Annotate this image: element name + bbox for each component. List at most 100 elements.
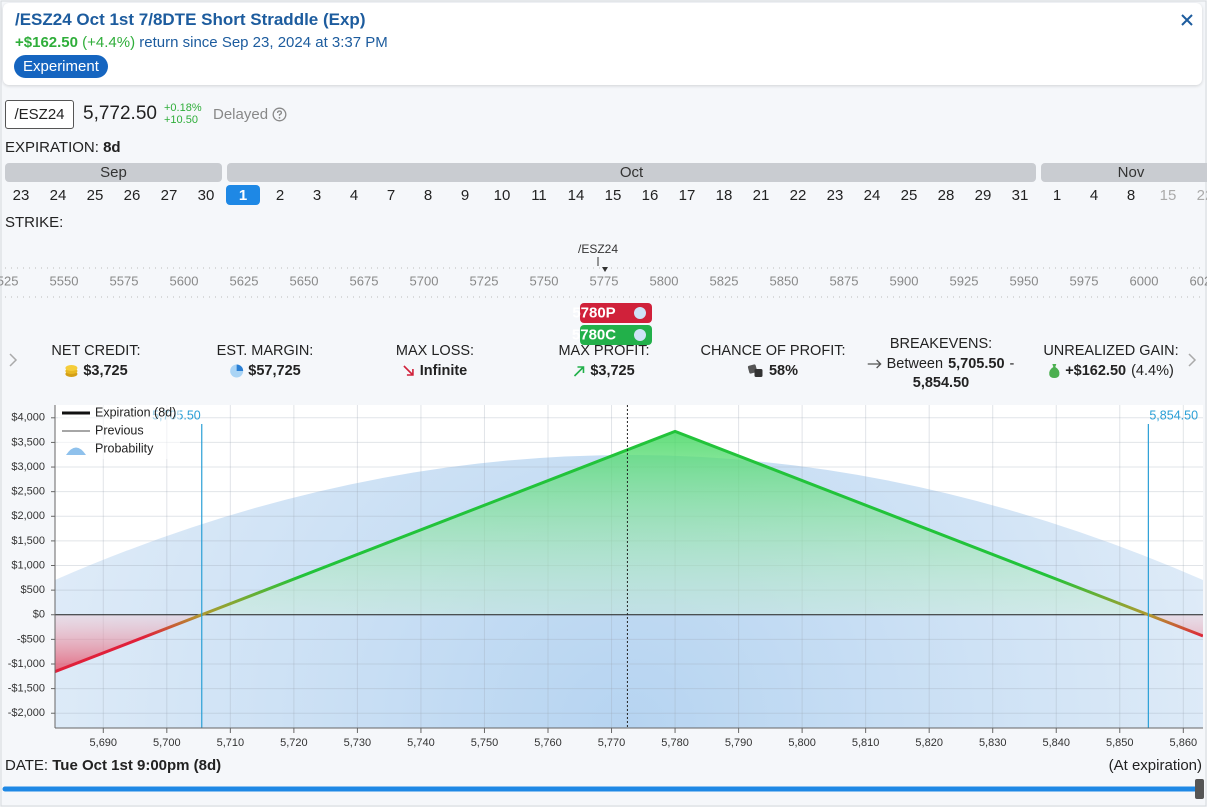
close-button[interactable] [1181, 14, 1193, 26]
stat-label: EST. MARGIN: [216, 343, 314, 359]
x-tick-label: 5,780 [661, 737, 689, 749]
day[interactable]: 11 [531, 187, 547, 204]
stat-value: $3,725 [590, 362, 635, 379]
date-note: (At expiration) [1108, 757, 1202, 774]
coin-icon [65, 364, 78, 377]
day[interactable]: 14 [568, 187, 585, 204]
day[interactable]: 22 [1197, 187, 1207, 204]
scroll-left[interactable] [9, 353, 18, 367]
day[interactable]: 8 [424, 187, 432, 204]
day[interactable]: 9 [461, 187, 469, 204]
day[interactable]: 26 [124, 187, 141, 204]
stat: UNREALIZED GAIN: +$162.50 (4.4%) [1043, 343, 1178, 380]
y-tick-label: -$1,500 [8, 683, 45, 695]
day[interactable]: 8 [1127, 187, 1135, 204]
breakeven-low: 5,705.50 [948, 355, 1005, 372]
strike-label: 5875 [830, 273, 859, 288]
day[interactable]: 31 [1012, 187, 1029, 204]
stat-value: $3,725 [83, 362, 128, 379]
day[interactable]: 18 [716, 187, 733, 204]
day[interactable]: 21 [753, 187, 770, 204]
x-tick-label: 5,720 [280, 737, 308, 749]
change: +0.18% +10.50 [164, 102, 202, 126]
day[interactable]: 28 [938, 187, 955, 204]
delayed-text: Delayed [213, 106, 269, 123]
day[interactable]: 4 [350, 187, 358, 204]
selected-day[interactable] [226, 185, 260, 205]
day[interactable]: 3 [313, 187, 321, 204]
date-label: DATE: [5, 757, 49, 774]
legend-label: Expiration (8d) [95, 405, 176, 419]
scroll-right[interactable] [1188, 353, 1197, 367]
delayed: Delayed [213, 106, 287, 123]
leg-dollar-icon [634, 329, 646, 341]
pnl-area [55, 431, 1203, 672]
expiration-value: 8d [103, 139, 121, 156]
day[interactable]: 10 [494, 187, 511, 204]
month-label: Oct [620, 164, 644, 181]
day[interactable]: 4 [1090, 187, 1098, 204]
leg-badge[interactable] [580, 303, 652, 323]
leg-label: 5780P [572, 304, 615, 321]
x-tick-label: 5,750 [471, 737, 499, 749]
date-value: Tue Oct 1st 9:00pm (8d) [52, 757, 222, 774]
symbol-input[interactable]: /ESZ24 [5, 100, 74, 129]
day[interactable]: 25 [901, 187, 918, 204]
y-tick-label: $4,000 [11, 412, 45, 424]
money-bag-icon [1049, 364, 1060, 378]
stat: MAX PROFIT: $3,725 [558, 343, 649, 380]
y-tick-label: $1,000 [11, 559, 45, 571]
stat-value: $57,725 [248, 362, 301, 379]
strike-label: 5600 [170, 273, 199, 288]
stat: NET CREDIT: $3,725 [51, 343, 140, 380]
day[interactable]: 7 [387, 187, 395, 204]
day[interactable]: 27 [161, 187, 178, 204]
tag[interactable]: Experiment [14, 55, 108, 78]
x-tick-label: 5,810 [852, 737, 880, 749]
day[interactable]: 16 [642, 187, 659, 204]
x-tick-label: 5,850 [1106, 737, 1134, 749]
day[interactable]: 17 [679, 187, 696, 204]
x-tick-label: 5,860 [1170, 737, 1198, 749]
help-icon[interactable] [272, 107, 287, 122]
month-bar [1041, 163, 1207, 182]
day[interactable]: 23 [827, 187, 844, 204]
plot [55, 405, 1203, 728]
date-slider-handle[interactable] [1195, 779, 1204, 799]
day[interactable]: 25 [87, 187, 104, 204]
down-arrow [403, 364, 414, 376]
day[interactable]: 15 [1160, 187, 1177, 204]
expiration-label: EXPIRATION: [5, 139, 99, 156]
strike-label: 5675 [350, 273, 379, 288]
day[interactable]: 1 [1053, 187, 1061, 204]
day[interactable]: 30 [198, 187, 215, 204]
leg-badge[interactable] [580, 325, 652, 345]
strike-label: 5700 [410, 273, 439, 288]
day[interactable]: 2 [276, 187, 284, 204]
pie-icon [229, 364, 243, 377]
stat-value: Infinite [419, 362, 468, 379]
strike-label: 5625 [230, 273, 259, 288]
day[interactable]: 23 [13, 187, 30, 204]
x-tick-label: 5,830 [979, 737, 1007, 749]
day[interactable]: 15 [605, 187, 622, 204]
x-tick-label: 5,800 [788, 737, 816, 749]
day[interactable]: 22 [790, 187, 807, 204]
day[interactable]: 1 [239, 187, 247, 204]
x-tick-label: 5,730 [344, 737, 372, 749]
y-tick-label: $500 [21, 584, 45, 596]
day[interactable]: 29 [975, 187, 992, 204]
x-tick-label: 5,760 [534, 737, 562, 749]
strike-label: 6025 [1190, 273, 1207, 288]
breakeven-sep: - [1009, 355, 1015, 372]
breakeven-prefix: Between [886, 355, 944, 372]
y-tick-label: -$1,000 [8, 658, 45, 670]
expiration: EXPIRATION: 8d [5, 139, 121, 156]
y-tick-label: $0 [33, 609, 45, 621]
day[interactable]: 24 [864, 187, 881, 204]
strike-label: 5975 [1070, 273, 1099, 288]
y-tick-label: $3,000 [11, 461, 45, 473]
day[interactable]: 24 [50, 187, 67, 204]
